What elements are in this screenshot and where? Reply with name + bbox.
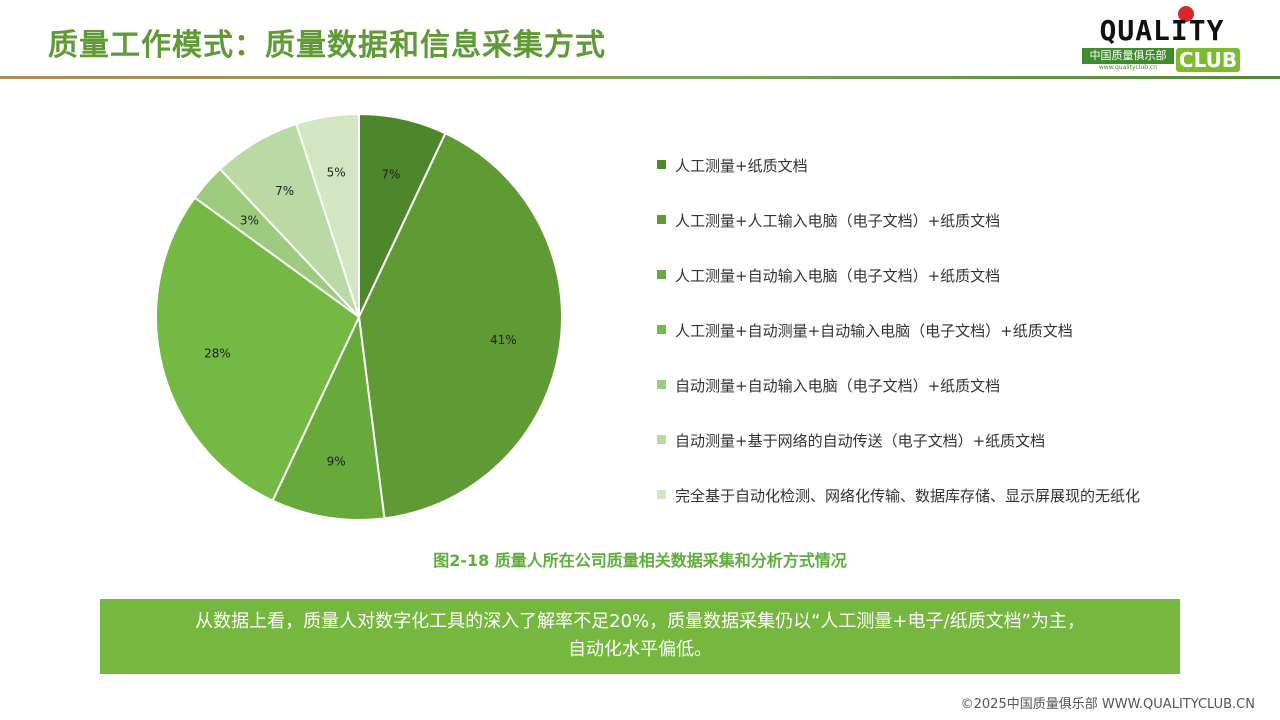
pie-data-label-6: 7% (275, 184, 294, 198)
legend-label-3: 人工测量+自动输入电脑（电子文档）+纸质文档 (675, 267, 1001, 285)
legend-label-7: 完全基于自动化检测、网络化传输、数据库存储、显示屏展现的无纸化 (675, 487, 1141, 505)
legend-swatch-2 (657, 215, 666, 224)
header-divider (0, 76, 1280, 79)
legend-swatch-1 (657, 160, 666, 169)
legend-item-7: 完全基于自动化检测、网络化传输、数据库存储、显示屏展现的无纸化 (657, 485, 1140, 540)
legend-item-2: 人工测量+人工输入电脑（电子文档）+纸质文档 (657, 210, 1140, 265)
legend-label-5: 自动测量+自动输入电脑（电子文档）+纸质文档 (675, 377, 1001, 395)
pie-slice-7 (295, 112, 360, 318)
page-title: 质量工作模式：质量数据和信息采集方式 (48, 28, 606, 63)
legend-swatch-4 (657, 325, 666, 334)
legend-item-3: 人工测量+自动输入电脑（电子文档）+纸质文档 (657, 265, 1140, 320)
legend-item-6: 自动测量+基于网络的自动传送（电子文档）+纸质文档 (657, 430, 1140, 485)
legend-swatch-6 (657, 435, 666, 444)
summary-line-2: 自动化水平偏低。 (568, 639, 712, 660)
pie-data-label-2: 41% (490, 333, 517, 347)
pie-slice-3 (271, 313, 386, 521)
chart-legend: 人工测量+纸质文档人工测量+人工输入电脑（电子文档）+纸质文档 人工测量+自动输入… (657, 155, 1140, 540)
legend-label-4: 人工测量+自动测量+自动输入电脑（电子文档）+纸质文档 (675, 322, 1073, 340)
footer-copyright: ©2025中国质量俱乐部 WWW.QUALITYCLUB.CN (960, 697, 1255, 712)
legend-swatch-5 (657, 380, 666, 389)
pie-slice-2 (357, 131, 563, 520)
legend-swatch-7 (657, 490, 666, 499)
pie-data-label-3: 9% (327, 454, 346, 468)
pie-data-label-1: 7% (381, 167, 400, 181)
legend-item-5: 自动测量+自动输入电脑（电子文档）+纸质文档 (657, 375, 1140, 430)
logo-club: CLUB (1176, 48, 1240, 72)
pie-data-label-7: 5% (327, 166, 346, 180)
legend-item-4: 人工测量+自动测量+自动输入电脑（电子文档）+纸质文档 (657, 320, 1140, 375)
pie-data-label-5: 3% (240, 213, 259, 227)
summary-line-1: 从数据上看，质量人对数字化工具的深入了解率不足20%，质量数据采集仍以“人工测量… (195, 611, 1085, 632)
logo-wordmark: QUALITY (1099, 14, 1225, 47)
legend-item-1: 人工测量+纸质文档 (657, 155, 1140, 210)
summary-box: 从数据上看，质量人对数字化工具的深入了解率不足20%，质量数据采集仍以“人工测量… (100, 599, 1180, 674)
legend-swatch-3 (657, 270, 666, 279)
legend-label-6: 自动测量+基于网络的自动传送（电子文档）+纸质文档 (675, 432, 1046, 450)
legend-label-1: 人工测量+纸质文档 (675, 157, 808, 175)
pie-data-label-4: 28% (204, 346, 231, 360)
logo-dot-icon (1178, 6, 1194, 22)
quality-club-logo: QUALITY 中国质量俱乐部 www.qualityclub.cn CLUB (1082, 6, 1242, 72)
legend-label-2: 人工测量+人工输入电脑（电子文档）+纸质文档 (675, 212, 1001, 230)
pie-slice-4 (155, 196, 361, 503)
figure-caption: 图2-18 质量人所在公司质量相关数据采集和分析方式情况 (433, 551, 847, 570)
logo-url: www.qualityclub.cn (1098, 64, 1158, 71)
logo-chinese-name: 中国质量俱乐部 (1082, 48, 1174, 64)
